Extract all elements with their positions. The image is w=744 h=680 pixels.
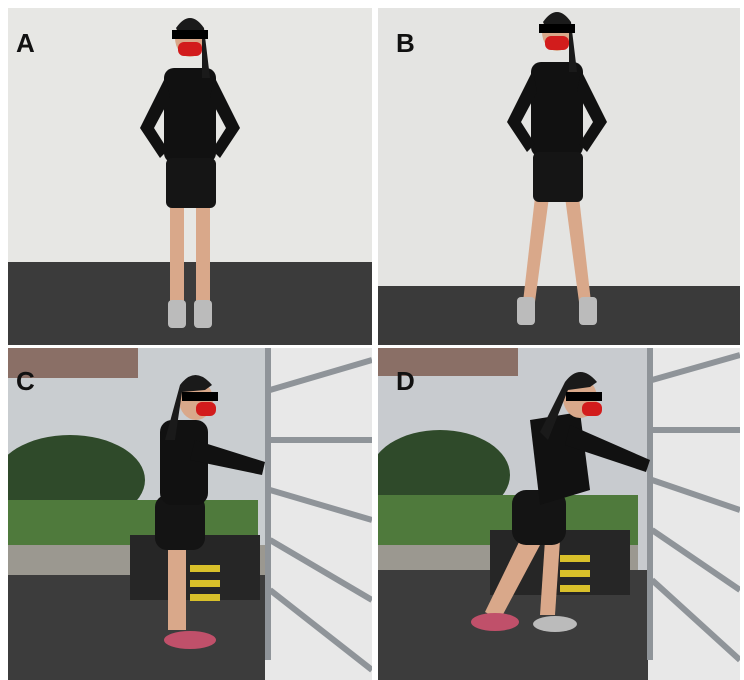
panel-label: B bbox=[396, 28, 415, 58]
panel-b: B bbox=[378, 8, 740, 345]
panel-a: A bbox=[8, 8, 372, 345]
panel-label: A bbox=[16, 28, 35, 58]
person bbox=[155, 375, 265, 649]
panel-label: D bbox=[396, 366, 415, 396]
panel-d: D bbox=[378, 348, 740, 680]
panel-c: C bbox=[8, 348, 372, 680]
person bbox=[471, 372, 650, 632]
panel-label: C bbox=[16, 366, 35, 396]
